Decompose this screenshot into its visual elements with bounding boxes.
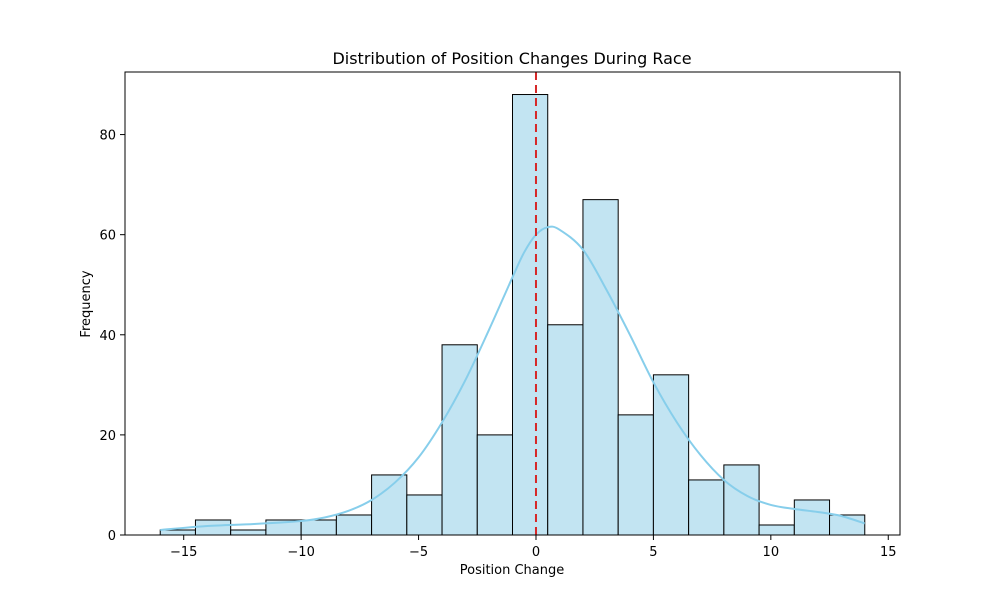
histogram-bar [688,479,725,536]
x-tick-label: 10 [763,545,780,560]
histogram-bar [547,324,584,536]
y-tick-label: 20 [99,429,116,444]
y-tick-label: 40 [99,329,116,344]
x-tick-label: 5 [649,545,657,560]
y-tick-label: 0 [108,529,116,544]
x-axis-label: Position Change [460,563,565,578]
histogram-bar [758,524,795,536]
histogram-bar [793,499,831,536]
kde-curve [160,225,866,531]
histogram-bar [652,374,690,536]
histogram-bar [582,199,619,536]
y-tick-label: 80 [99,129,116,144]
histogram-bar [371,474,408,536]
histogram-bar [406,494,443,536]
x-tick-label: 0 [532,545,540,560]
x-tick-label: −15 [170,545,197,560]
x-tick-label: −5 [409,545,428,560]
histogram-bar [476,434,514,536]
y-axis-label: Frequency [79,270,94,337]
histogram-bar [512,94,549,536]
histogram-bar [230,529,267,536]
y-axis-ticks: 0 20 40 60 80 [99,129,125,544]
histogram-bar [723,464,760,536]
x-tick-label: −10 [287,545,314,560]
histogram-bar [159,529,196,536]
histogram-bar [617,414,654,536]
histogram-bars [159,94,866,536]
chart-title: Distribution of Position Changes During … [332,49,691,68]
x-tick-label: 15 [880,545,897,560]
histogram-bar [300,519,337,536]
x-axis-ticks: −15 −10 −5 0 5 10 15 [170,535,897,560]
y-tick-label: 60 [99,229,116,244]
plot-frame [124,71,901,536]
histogram-bar [335,514,373,536]
histogram-bar [194,519,232,536]
histogram-bar [441,344,478,536]
